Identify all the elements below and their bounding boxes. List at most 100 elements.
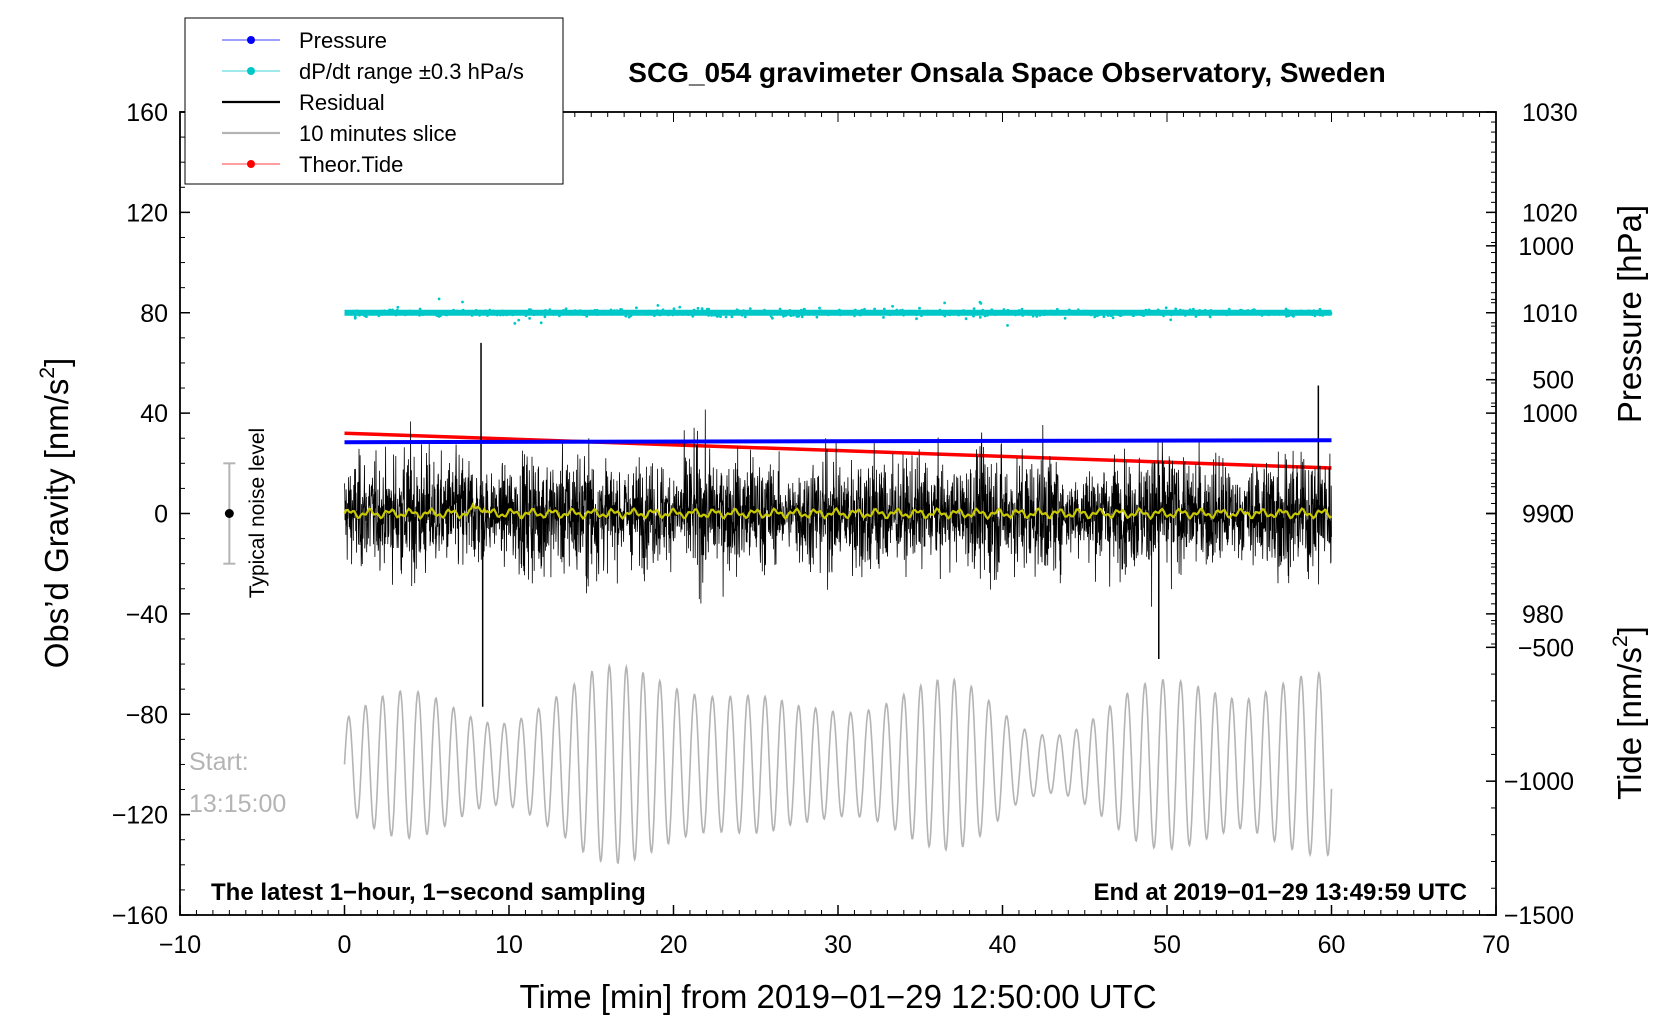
dpdt-point [1164, 306, 1168, 310]
dpdt-point [408, 309, 412, 313]
dpdt-point [666, 312, 670, 315]
dpdt-point [1188, 311, 1192, 315]
dpdt-point [685, 309, 689, 313]
dpdt-point [784, 312, 788, 316]
dpdt-point [380, 312, 384, 316]
dpdt-point [1156, 308, 1160, 312]
dpdt-point [406, 311, 410, 315]
y-axis-title-tide: Tide [nm/s2] [1609, 626, 1648, 800]
dpdt-point [1006, 324, 1009, 327]
dpdt-point [351, 309, 355, 313]
dpdt-point [608, 311, 611, 315]
dpdt-point [1208, 313, 1211, 317]
dpdt-point [972, 307, 976, 310]
dpdt-point [810, 311, 814, 315]
dpdt-point [882, 316, 885, 319]
dpdt-point [559, 312, 563, 316]
dpdt-point [722, 311, 726, 315]
start-time: 13:15:00 [189, 790, 286, 818]
dpdt-point [882, 307, 886, 311]
dpdt-point [1076, 308, 1080, 312]
dpdt-point [1142, 314, 1146, 317]
pressure-tick-label: 1000 [1522, 400, 1578, 428]
dpdt-point [1106, 310, 1109, 314]
dpdt-point [386, 312, 390, 316]
dpdt-point [1267, 313, 1271, 317]
dpdt-point [396, 305, 400, 309]
dpdt-point [681, 312, 685, 315]
dpdt-point [763, 308, 766, 312]
dpdt-point [1252, 308, 1256, 312]
dpdt-point [909, 312, 913, 316]
dpdt-point [562, 309, 565, 312]
dpdt-point [997, 312, 1001, 316]
residual-smooth-line [343, 502, 1333, 521]
residual-series-line [344, 409, 1332, 607]
x-tick-label: 30 [824, 931, 852, 959]
dpdt-point [1227, 307, 1231, 311]
dpdt-point [474, 308, 478, 312]
dpdt-point [513, 322, 517, 325]
dpdt-point [1250, 310, 1254, 314]
dpdt-point [1006, 308, 1010, 312]
dpdt-point [1284, 312, 1287, 316]
dpdt-point [486, 314, 489, 317]
dpdt-point [692, 308, 696, 312]
dpdt-point [555, 312, 559, 315]
dpdt-point [1001, 311, 1005, 315]
dpdt-point [421, 310, 425, 313]
dpdt-point [928, 311, 932, 314]
dpdt-point [707, 307, 711, 311]
dpdt-point [707, 312, 711, 316]
dpdt-point [474, 312, 478, 316]
dpdt-point [740, 313, 744, 317]
dpdt-point [888, 313, 892, 317]
dpdt-point [495, 313, 499, 317]
dpdt-point [552, 311, 556, 314]
dpdt-point [671, 313, 675, 317]
dpdt-point [1307, 309, 1311, 313]
dpdt-point [732, 312, 736, 316]
dpdt-point [524, 314, 528, 317]
x-tick-label: 20 [660, 931, 688, 959]
x-tick-label: 70 [1482, 931, 1510, 959]
dpdt-point [993, 313, 997, 316]
dpdt-point [799, 308, 803, 312]
dpdt-point [426, 310, 430, 314]
dpdt-point [713, 313, 717, 317]
dpdt-point [730, 313, 733, 316]
dpdt-point [1014, 313, 1017, 317]
dpdt-point [1074, 310, 1078, 314]
dpdt-point [768, 312, 771, 315]
dpdt-point [1148, 310, 1152, 314]
dpdt-point [1023, 311, 1027, 315]
dpdt-point [1051, 312, 1055, 316]
dpdt-point [1243, 311, 1247, 315]
dpdt-point [1298, 311, 1302, 315]
dpdt-point [919, 313, 923, 317]
dpdt-point [1265, 311, 1269, 314]
dpdt-point [637, 312, 641, 316]
dpdt-point [511, 313, 514, 317]
dpdt-point [857, 312, 861, 316]
dpdt-point [1292, 315, 1295, 318]
dpdt-point [669, 311, 673, 314]
dpdt-point [1281, 311, 1285, 315]
x-tick-label: −10 [159, 931, 201, 959]
dpdt-point [358, 313, 361, 317]
dpdt-point [781, 310, 785, 313]
dpdt-point [1122, 310, 1126, 314]
dpdt-point [349, 312, 353, 316]
dpdt-point [895, 311, 899, 315]
dpdt-point [1194, 315, 1198, 318]
dpdt-point [1183, 314, 1187, 317]
dpdt-point [1027, 310, 1031, 313]
dpdt-point [818, 306, 821, 310]
dpdt-point [1240, 310, 1244, 314]
dpdt-point [465, 312, 469, 316]
dpdt-point [853, 308, 857, 312]
dpdt-point [1040, 310, 1044, 313]
dpdt-point [478, 313, 481, 317]
dpdt-point [1299, 309, 1303, 313]
